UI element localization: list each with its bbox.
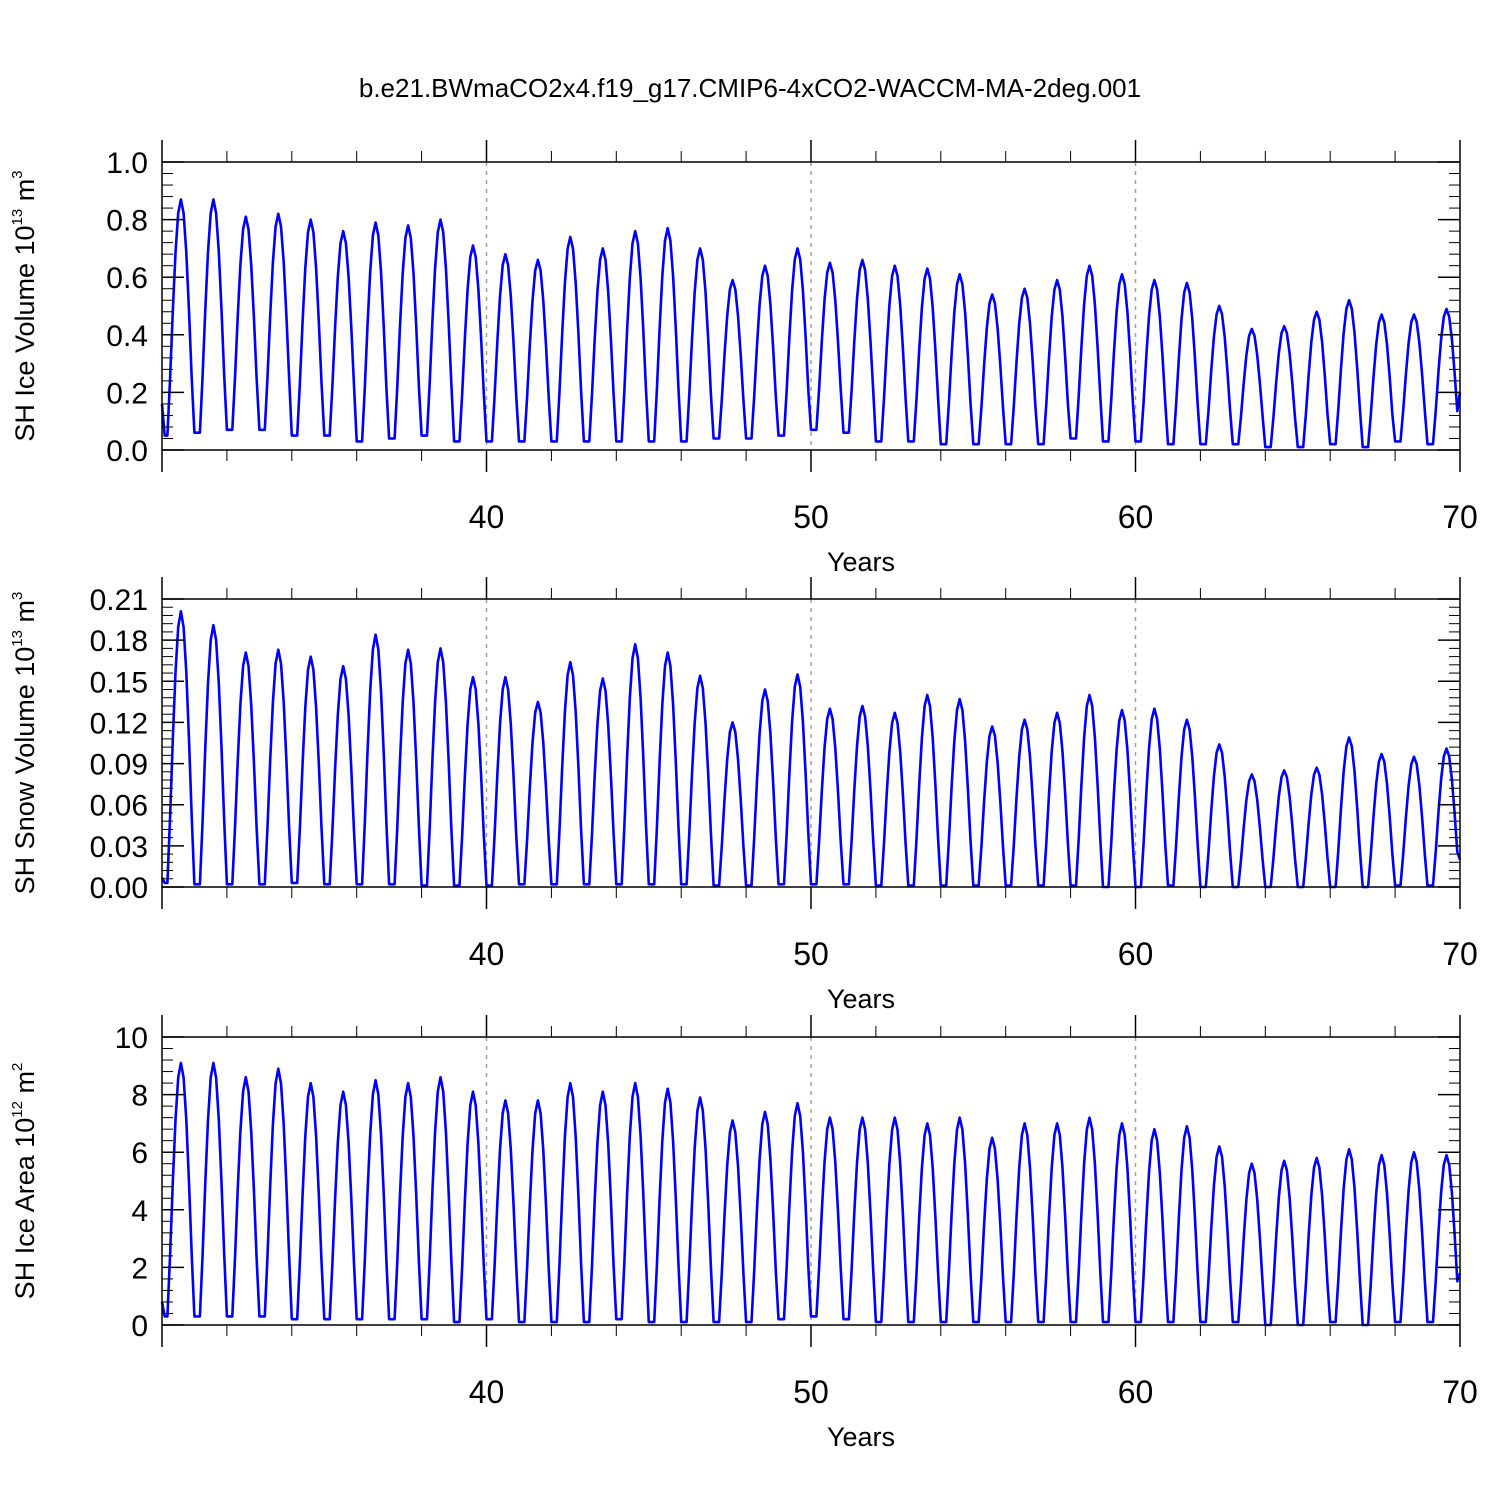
ytick-label: 0.6: [106, 262, 148, 295]
y-axis-label: SH Snow Volume 1013 m3: [9, 592, 40, 895]
ytick-label: 0.06: [90, 790, 148, 823]
xtick-label: 60: [1118, 936, 1154, 972]
xtick-label: 60: [1118, 1374, 1154, 1410]
y-axis-label: SH Ice Area 1012 m2: [9, 1063, 40, 1300]
y-axis-label-unit-exp: 3: [9, 170, 26, 178]
ytick-label: 0.15: [90, 666, 148, 699]
ytick-label: 0.0: [106, 435, 148, 468]
xtick-label: 70: [1442, 936, 1478, 972]
ytick-label: 0: [131, 1310, 148, 1343]
y-axis-label-exp: 13: [9, 630, 26, 647]
ytick-label: 0.03: [90, 831, 148, 864]
y-axis-label-main: SH Ice Volume 10: [10, 225, 40, 441]
ytick-label: 0.09: [90, 749, 148, 782]
y-axis-label-unit-exp: 2: [9, 1063, 26, 1071]
series-line-1: [160, 610, 1462, 889]
xtick-label: 70: [1442, 499, 1478, 535]
xtick-label: 70: [1442, 1374, 1478, 1410]
ytick-label: 0.18: [90, 625, 148, 658]
xtick-label: 40: [469, 499, 505, 535]
ytick-label: 10: [115, 1022, 148, 1055]
xtick-label: 40: [469, 936, 505, 972]
series-line-1: [160, 1061, 1462, 1327]
xtick-label: 40: [469, 1374, 505, 1410]
y-axis-label-unit-exp: 3: [9, 592, 26, 600]
ytick-label: 4: [131, 1195, 148, 1228]
xtick-label: 50: [793, 499, 829, 535]
y-axis-label-unit: m: [10, 179, 40, 209]
y-axis-label-unit: m: [10, 600, 40, 630]
ytick-label: 8: [131, 1080, 148, 1113]
xtick-label: 60: [1118, 499, 1154, 535]
series-line-1: [160, 198, 1462, 449]
y-axis-label: SH Ice Volume 1013 m3: [9, 170, 40, 441]
y-axis-label-unit: m: [10, 1071, 40, 1101]
x-axis-label: Years: [827, 1422, 895, 1452]
y-axis-label-main: SH Ice Area 10: [10, 1118, 40, 1300]
ytick-label: 0.00: [90, 872, 148, 905]
y-axis-label-main: SH Snow Volume 10: [10, 647, 40, 895]
ytick-label: 0.21: [90, 584, 148, 617]
ytick-label: 0.2: [106, 377, 148, 410]
panel-1: 0.0 0.2 0.4 0.6 0.8 1.0 40 50 60 70 Years SH Ice Vo…: [9, 140, 1478, 577]
ytick-label: 2: [131, 1252, 148, 1285]
y-axis-label-exp: 13: [9, 209, 26, 226]
xtick-label: 50: [793, 936, 829, 972]
ytick-label: 0.4: [106, 320, 148, 353]
x-axis-label: Years: [827, 547, 895, 577]
y-axis-label-exp: 12: [9, 1101, 26, 1118]
ytick-label: 0.12: [90, 707, 148, 740]
ytick-label: 6: [131, 1137, 148, 1170]
ytick-label: 1.0: [106, 147, 148, 180]
panel-2: 0.00 0.03 0.06 0.09 0.12 0.15 0.18 0.21 40 50 60 70…: [9, 577, 1478, 1014]
ytick-label: 0.8: [106, 205, 148, 238]
figure-title: b.e21.BWmaCO2x4.f19_g17.CMIP6-4xCO2-WACC…: [359, 73, 1141, 103]
xtick-label: 50: [793, 1374, 829, 1410]
x-axis-label: Years: [827, 984, 895, 1014]
